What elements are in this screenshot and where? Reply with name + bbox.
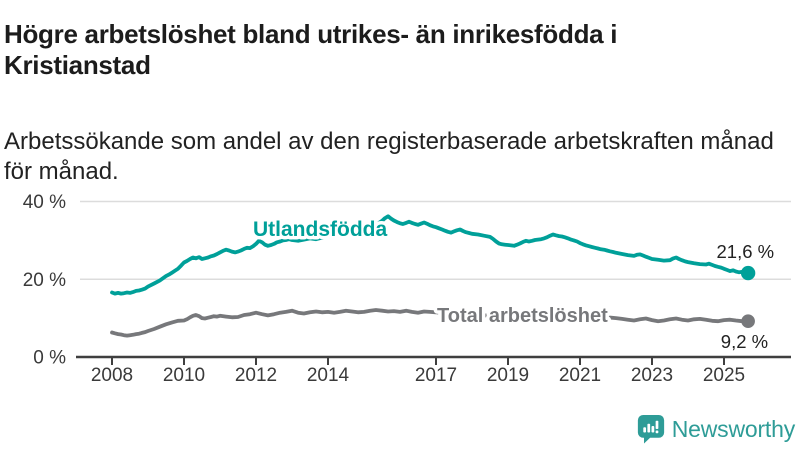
x-axis-label: 2023 (631, 365, 673, 386)
x-axis-label: 2017 (415, 365, 457, 386)
series-line-utlandsfodda (110, 214, 750, 296)
page-title: Högre arbetslöshet bland utrikes- än inr… (4, 19, 618, 80)
chart-subtitle: Arbetssökande som andel av den registerb… (4, 128, 774, 185)
newsworthy-bubble-icon (637, 415, 664, 444)
x-axis-label: 2010 (163, 365, 205, 386)
x-axis-label: 2025 (703, 365, 745, 386)
y-axis-label: 40 % (23, 192, 66, 213)
series-end-dot (741, 314, 755, 329)
y-axis-label: 0 % (33, 348, 66, 369)
newsworthy-wordmark: Newsworthy (671, 415, 795, 442)
end-value-label: 9,2 % (721, 331, 768, 352)
x-axis-label: 2021 (559, 365, 601, 386)
y-axis-label: 20 % (23, 270, 66, 291)
line-chart: 0 % 20 % 40 % 2008 2010 2012 2014 2017 2019 2021 2… (23, 192, 791, 386)
series-end-dot (740, 265, 756, 281)
newsworthy-logo[interactable]: Newsworthy (637, 414, 795, 444)
x-axis-label: 2014 (307, 365, 350, 386)
series-label: Total arbetslöshet (437, 305, 608, 327)
series-label: Utlandsfödda (253, 218, 387, 241)
x-axis-label: 2019 (487, 365, 529, 386)
x-axis-label: 2008 (91, 365, 133, 386)
end-value-label: 21,6 % (717, 241, 775, 262)
series-line-total (110, 308, 750, 338)
x-axis-label: 2012 (235, 365, 277, 386)
